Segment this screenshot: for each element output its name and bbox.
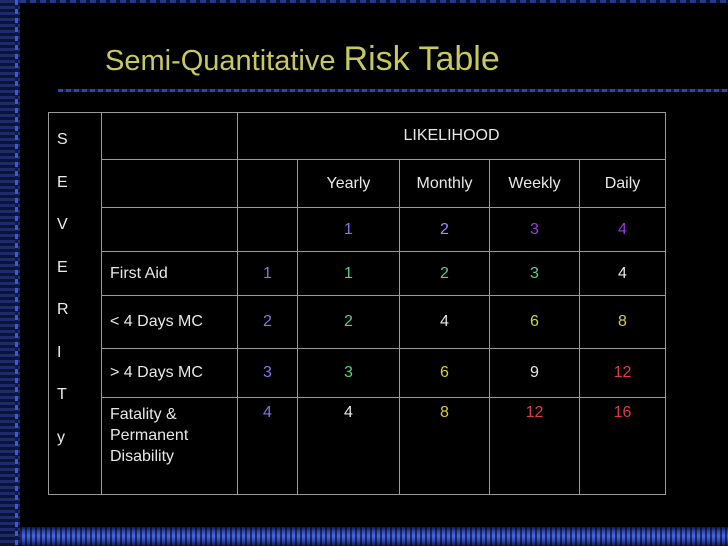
empty-cell bbox=[237, 159, 298, 208]
risk-value-cell: 2 bbox=[399, 251, 490, 296]
risk-value-cell: 12 bbox=[489, 397, 580, 495]
top-decorative-bar bbox=[20, 0, 728, 3]
severity-letter: E bbox=[57, 173, 68, 191]
risk-value-cell: 12 bbox=[579, 348, 666, 398]
title-divider bbox=[58, 89, 728, 92]
severity-letter: E bbox=[57, 258, 68, 276]
title-part1: Semi-Quantitative bbox=[105, 45, 344, 77]
col-header-daily: Daily bbox=[579, 159, 666, 208]
severity-score: 3 bbox=[237, 348, 298, 398]
severity-score: 1 bbox=[237, 251, 298, 296]
severity-letter: I bbox=[57, 343, 62, 361]
severity-row-label: < 4 Days MC bbox=[101, 295, 238, 349]
severity-row: Fatality & Permanent Disability 4 4 8 12… bbox=[49, 397, 666, 495]
risk-value-cell: 9 bbox=[489, 348, 580, 398]
likelihood-score: 3 bbox=[489, 207, 580, 252]
risk-value-cell: 6 bbox=[399, 348, 490, 398]
risk-value-cell: 1 bbox=[297, 251, 400, 296]
bottom-decorative-bar bbox=[20, 527, 728, 546]
col-header-yearly: Yearly bbox=[297, 159, 400, 208]
risk-value-cell: 3 bbox=[489, 251, 580, 296]
risk-value-cell: 8 bbox=[399, 397, 490, 495]
risk-value-cell: 4 bbox=[399, 295, 490, 349]
severity-row-label: Fatality & Permanent Disability bbox=[101, 397, 238, 495]
title-part2: Risk Table bbox=[343, 40, 500, 78]
likelihood-header: LIKELIHOOD bbox=[237, 112, 666, 160]
severity-row-label: First Aid bbox=[101, 251, 238, 296]
risk-table: S E V E R I T y LIKELIHOOD Yearly Monthl… bbox=[48, 112, 666, 495]
severity-letter: V bbox=[57, 216, 68, 233]
empty-cell bbox=[237, 207, 298, 252]
risk-value-cell: 8 bbox=[579, 295, 666, 349]
severity-letter: S bbox=[57, 131, 68, 148]
empty-cell bbox=[101, 112, 238, 160]
col-header-monthly: Monthly bbox=[399, 159, 490, 208]
severity-letter: y bbox=[57, 428, 65, 446]
severity-score: 4 bbox=[237, 397, 298, 495]
slide-title: Semi-Quantitative Risk Table bbox=[105, 40, 500, 79]
severity-letter: R bbox=[57, 301, 69, 318]
likelihood-score-row: 1 2 3 4 bbox=[49, 207, 666, 252]
severity-row: First Aid 1 1 2 3 4 bbox=[49, 251, 666, 296]
risk-value-cell: 6 bbox=[489, 295, 580, 349]
column-header-row: Yearly Monthly Weekly Daily bbox=[49, 159, 666, 208]
severity-letter: T bbox=[57, 386, 67, 403]
risk-value-cell: 2 bbox=[297, 295, 400, 349]
severity-row: < 4 Days MC 2 2 4 6 8 bbox=[49, 295, 666, 349]
severity-row-label: > 4 Days MC bbox=[101, 348, 238, 398]
risk-value-cell: 4 bbox=[297, 397, 400, 495]
risk-value-cell: 3 bbox=[297, 348, 400, 398]
risk-value-cell: 4 bbox=[579, 251, 666, 296]
likelihood-score: 4 bbox=[579, 207, 666, 252]
likelihood-score: 2 bbox=[399, 207, 490, 252]
severity-label-cell: S E V E R I T y bbox=[48, 112, 102, 495]
likelihood-header-row: S E V E R I T y LIKELIHOOD bbox=[48, 112, 666, 495]
severity-row: > 4 Days MC 3 3 6 9 12 bbox=[49, 348, 666, 398]
empty-cell bbox=[101, 159, 238, 208]
severity-score: 2 bbox=[237, 295, 298, 349]
empty-cell bbox=[101, 207, 238, 252]
col-header-weekly: Weekly bbox=[489, 159, 580, 208]
left-decorative-bar bbox=[0, 0, 20, 546]
risk-value-cell: 16 bbox=[579, 397, 666, 495]
likelihood-score: 1 bbox=[297, 207, 400, 252]
